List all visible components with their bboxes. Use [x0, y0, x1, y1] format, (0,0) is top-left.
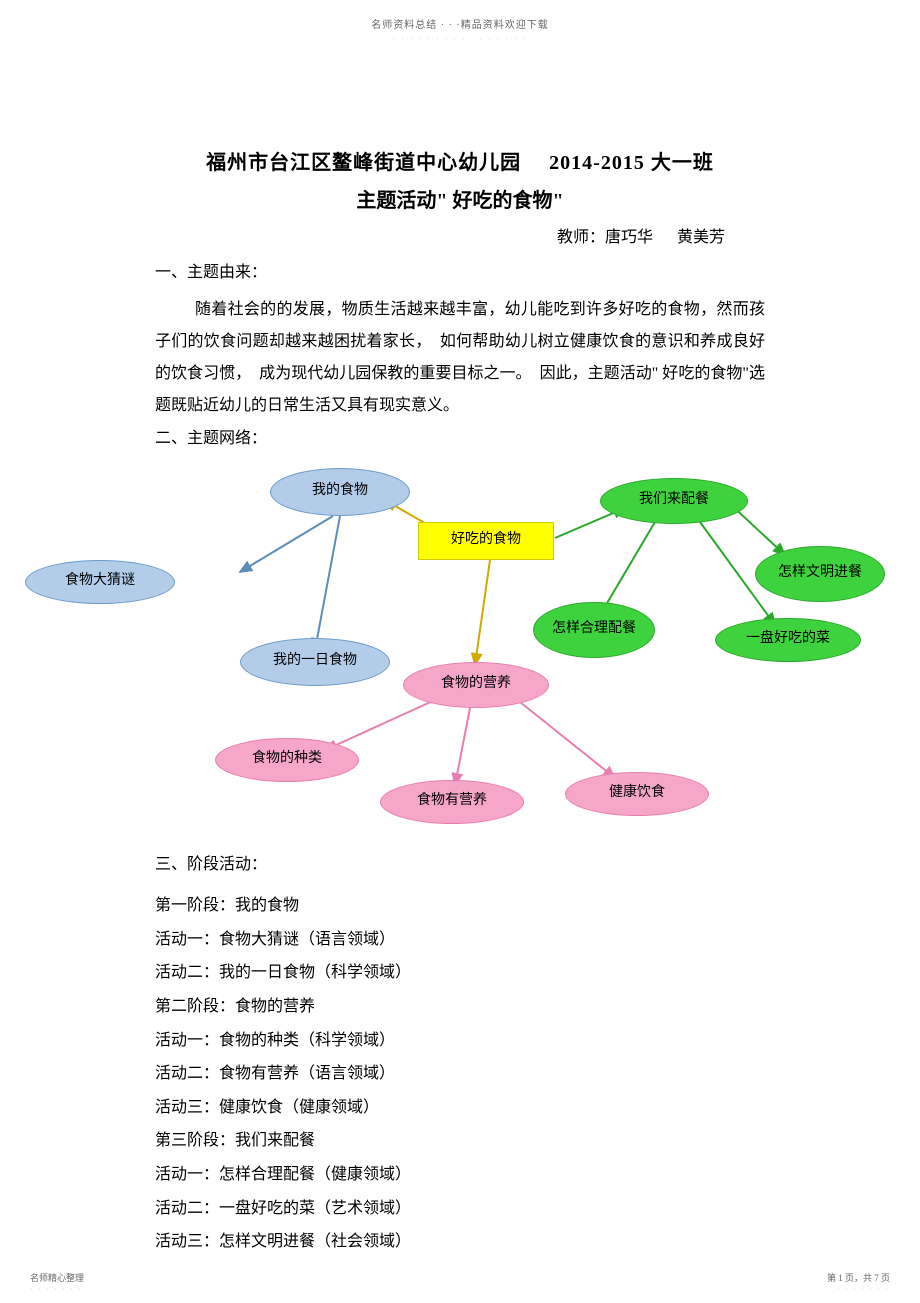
- teachers-line: 教师：唐巧华 黄美芳: [155, 225, 765, 251]
- stage-line: 第二阶段：食物的营养: [155, 990, 765, 1024]
- teacher-1: 唐巧华: [605, 229, 653, 246]
- title-class: 2014-2015 大一班: [549, 152, 714, 174]
- node-healthy: 健康饮食: [565, 772, 709, 816]
- stage-line: 活动二：我的一日食物（科学领域）: [155, 956, 765, 990]
- stage-line: 活动三：健康饮食（健康领域）: [155, 1091, 765, 1125]
- stage-line: 活动二：一盘好吃的菜（艺术领域）: [155, 1192, 765, 1226]
- stage-lines: 第一阶段：我的食物活动一：食物大猜谜（语言领域）活动二：我的一日食物（科学领域）…: [155, 889, 765, 1259]
- main-content: 福州市台江区鳌峰街道中心幼儿园 2014-2015 大一班 主题活动" 好吃的食物…: [0, 47, 920, 1259]
- stage-line: 第三阶段：我们来配餐: [155, 1124, 765, 1158]
- node-civil-meal: 怎样文明进餐: [755, 546, 885, 602]
- center-node: 好吃的食物: [418, 522, 554, 560]
- node-tasty-dish: 一盘好吃的菜: [715, 618, 861, 662]
- stage-line: 活动一：食物的种类（科学领域）: [155, 1024, 765, 1058]
- title-line-1: 福州市台江区鳌峰街道中心幼儿园 2014-2015 大一班: [155, 147, 765, 179]
- stage-line: 活动一：怎样合理配餐（健康领域）: [155, 1158, 765, 1192]
- footer-dots-right: · · · · · · ·: [837, 1284, 890, 1295]
- arrow: [455, 708, 470, 785]
- arrow: [600, 522, 655, 615]
- node-has-nutri: 食物有营养: [380, 780, 524, 824]
- stage-line: 活动一：食物大猜谜（语言领域）: [155, 923, 765, 957]
- topic-network-diagram: 好吃的食物我的食物食物大猜谜我的一日食物我们来配餐怎样文明进餐怎样合理配餐一盘好…: [155, 460, 765, 840]
- node-lets-meal: 我们来配餐: [600, 478, 748, 524]
- node-guess: 食物大猜谜: [25, 560, 175, 604]
- node-reasonable: 怎样合理配餐: [533, 602, 655, 658]
- arrow: [315, 516, 340, 650]
- node-daily-food: 我的一日食物: [240, 638, 390, 686]
- footer-dots-left: · · · · · · ·: [30, 1284, 83, 1295]
- node-nutrition: 食物的营养: [403, 662, 549, 708]
- header-dots: · · · · · · · · · · · · · · · ·: [0, 34, 920, 47]
- stage-line: 第一阶段：我的食物: [155, 889, 765, 923]
- section1-paragraph: 随着社会的的发展，物质生活越来越丰富，幼儿能吃到许多好吃的食物，然而孩子们的饮食…: [155, 294, 765, 422]
- arrow: [240, 516, 333, 572]
- node-my-food: 我的食物: [270, 468, 410, 516]
- node-kinds: 食物的种类: [215, 738, 359, 782]
- title-line-2: 主题活动" 好吃的食物": [155, 185, 765, 217]
- header-watermark: 名师资料总结 · · ·精品资料欢迎下载: [0, 0, 920, 34]
- stage-line: 活动二：食物有营养（语言领域）: [155, 1057, 765, 1091]
- arrow: [475, 560, 490, 665]
- section2-heading: 二、主题网络：: [155, 426, 765, 452]
- arrow: [520, 702, 615, 778]
- section3-heading: 三、阶段活动：: [155, 848, 765, 882]
- stage-line: 活动三：怎样文明进餐（社会领域）: [155, 1225, 765, 1259]
- arrow: [325, 700, 435, 750]
- section1-heading: 一、主题由来：: [155, 260, 765, 286]
- title-school: 福州市台江区鳌峰街道中心幼儿园: [206, 152, 521, 174]
- teachers-label: 教师：: [557, 229, 605, 246]
- section3: 三、阶段活动： 第一阶段：我的食物活动一：食物大猜谜（语言领域）活动二：我的一日…: [155, 848, 765, 1259]
- teacher-2: 黄美芳: [677, 229, 725, 246]
